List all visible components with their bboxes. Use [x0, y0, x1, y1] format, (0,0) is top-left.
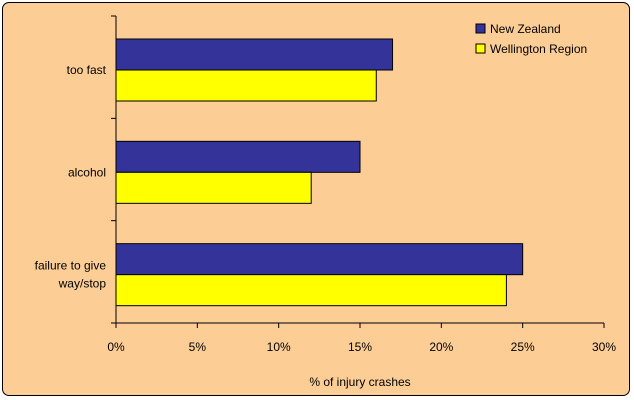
category-label-line: way/stop: [58, 277, 107, 291]
x-tick-label: 30%: [592, 340, 616, 354]
category-label: failure to give way/stop: [35, 259, 107, 291]
x-tick-label: 15%: [348, 340, 372, 354]
category-label: too fast: [67, 63, 107, 77]
bar-chart: 0% 5% 10% 15% 20% 25% 30% too fast alcohol failur…: [35, 15, 616, 389]
legend-label-wellington-region: Wellington Region: [490, 42, 587, 56]
bar-wellington-region-1: [115, 171, 312, 204]
x-tick-label: 5%: [189, 340, 207, 354]
legend-swatch-wellington-region: [475, 43, 486, 54]
x-tick-label: 0%: [107, 340, 125, 354]
bar-wellington-region-2: [115, 274, 507, 307]
category-label-line: alcohol: [68, 165, 106, 179]
x-axis-title: % of injury crashes: [309, 375, 410, 389]
bar-new-zealand-0: [115, 38, 394, 71]
bar-new-zealand-1: [115, 140, 361, 173]
x-tick-label: 25%: [511, 340, 535, 354]
x-tick-label: 10%: [267, 340, 291, 354]
legend-swatch-new-zealand: [475, 23, 486, 34]
category-label-line: failure to give: [35, 259, 107, 273]
legend-label-new-zealand: New Zealand: [490, 22, 561, 36]
bar-wellington-region-0: [115, 69, 377, 102]
x-tick-label: 20%: [429, 340, 453, 354]
bar-new-zealand-2: [115, 243, 524, 276]
category-label-line: too fast: [67, 63, 107, 77]
chart-frame: 0% 5% 10% 15% 20% 25% 30% too fast alcohol failur…: [2, 2, 630, 396]
category-label: alcohol: [68, 165, 106, 179]
